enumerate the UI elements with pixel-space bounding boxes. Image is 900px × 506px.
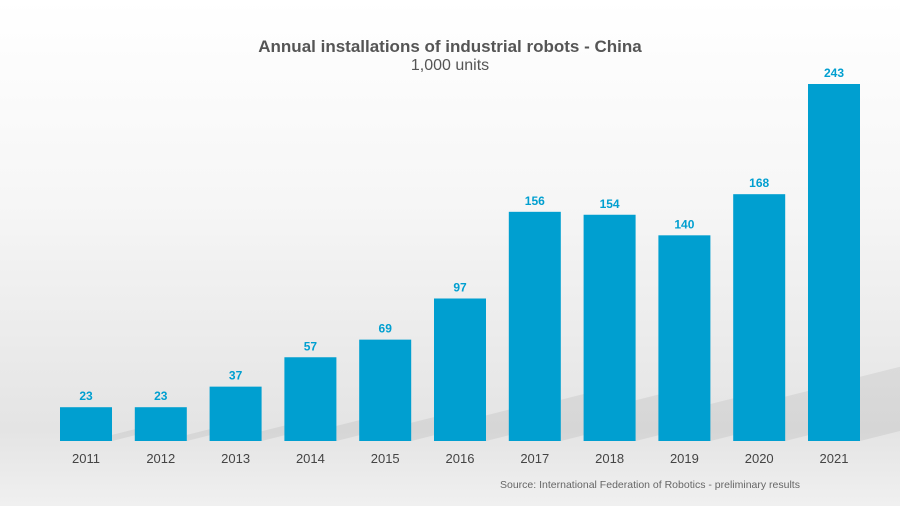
x-tick-label: 2013 — [221, 451, 250, 466]
x-tick-label: 2019 — [670, 451, 699, 466]
chart-subtitle: 1,000 units — [410, 57, 490, 74]
bar-2021 — [808, 84, 860, 441]
x-tick-label: 2011 — [72, 451, 100, 466]
bar-shadow — [860, 366, 900, 441]
bar-2011 — [60, 407, 112, 441]
data-label: 69 — [379, 322, 393, 336]
bar-2013 — [209, 386, 262, 441]
bar-2014 — [284, 357, 337, 441]
data-label: 23 — [79, 389, 93, 403]
x-tick-label: 2018 — [595, 451, 624, 466]
data-label: 154 — [600, 197, 620, 211]
data-label: 156 — [525, 194, 545, 208]
data-label: 57 — [304, 339, 318, 353]
data-label: 243 — [824, 66, 844, 80]
bar-2015 — [359, 339, 412, 441]
bar-2020 — [733, 194, 786, 441]
data-label: 140 — [674, 217, 694, 231]
x-tick-label: 2021 — [820, 451, 849, 466]
data-label: 23 — [154, 389, 168, 403]
bar-2016 — [434, 298, 486, 441]
x-tick-label: 2012 — [146, 451, 175, 466]
x-tick-label: 2015 — [371, 451, 400, 466]
x-tick-label: 2014 — [296, 451, 325, 466]
data-label: 37 — [229, 369, 243, 383]
data-label: 168 — [749, 176, 769, 190]
bar-2017 — [508, 211, 561, 441]
source-note: Source: International Federation of Robo… — [500, 479, 800, 491]
bar-2012 — [134, 407, 187, 441]
bar-2019 — [658, 235, 711, 441]
x-tick-label: 2020 — [745, 451, 774, 466]
x-tick-label: 2017 — [520, 451, 549, 466]
data-label: 97 — [453, 280, 467, 294]
x-tick-label: 2016 — [446, 451, 475, 466]
bar-2018 — [583, 214, 636, 441]
chart-title: Annual installations of industrial robot… — [258, 37, 642, 56]
